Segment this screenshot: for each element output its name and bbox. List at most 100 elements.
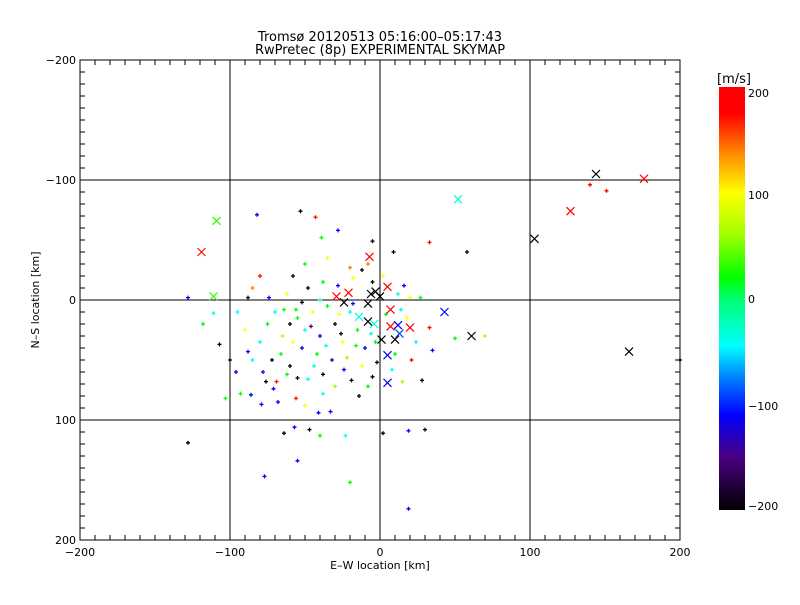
x-tick-label: −200 xyxy=(65,546,95,559)
plus-point xyxy=(339,331,343,336)
plus-point xyxy=(381,431,385,436)
plus-point xyxy=(292,425,297,430)
plus-point xyxy=(333,322,337,326)
y-tick-label: 0 xyxy=(69,294,76,307)
plus-point xyxy=(303,262,307,266)
plus-point xyxy=(321,372,325,377)
plus-point xyxy=(288,364,292,368)
plus-point xyxy=(345,355,349,360)
plus-point xyxy=(588,182,592,187)
plus-point xyxy=(288,322,292,326)
plus-point xyxy=(255,212,259,217)
plus-point xyxy=(399,307,403,312)
colorbar xyxy=(719,87,745,510)
plus-point xyxy=(303,403,307,408)
plus-point xyxy=(366,384,370,389)
cross-point xyxy=(591,169,601,179)
plus-point xyxy=(427,325,432,330)
x-tick-label: −100 xyxy=(215,546,245,559)
plus-point xyxy=(276,400,280,404)
plus-point xyxy=(246,349,250,354)
plus-point xyxy=(285,292,289,296)
colorbar-label: [m/s] xyxy=(717,72,751,87)
plus-point xyxy=(201,322,205,326)
plus-point xyxy=(309,324,313,329)
cross-point xyxy=(365,252,374,262)
plus-point xyxy=(211,311,216,316)
cross-point xyxy=(197,247,206,257)
plus-point xyxy=(391,250,396,254)
plus-point xyxy=(306,286,310,290)
plus-point xyxy=(423,427,427,432)
plus-point xyxy=(384,312,388,317)
plus-point xyxy=(273,310,277,314)
cross-point xyxy=(383,350,392,360)
plus-point xyxy=(316,410,321,415)
x-tick-label: 200 xyxy=(670,546,691,559)
plus-point xyxy=(370,374,375,379)
plus-point xyxy=(355,328,360,332)
plus-point xyxy=(315,352,319,356)
plus-point xyxy=(405,316,409,320)
plus-point xyxy=(465,250,469,254)
plus-point xyxy=(261,370,265,374)
plus-point xyxy=(294,396,298,401)
plus-point xyxy=(280,334,285,338)
plus-point xyxy=(370,280,375,284)
plus-point xyxy=(328,409,333,414)
cross-point xyxy=(405,323,415,333)
plus-point xyxy=(343,433,348,438)
plus-point xyxy=(274,379,279,384)
plus-point xyxy=(318,298,322,302)
plus-point xyxy=(186,440,190,445)
cross-point xyxy=(375,291,385,301)
colorbar-tick: −100 xyxy=(748,400,778,413)
plus-point xyxy=(259,402,264,407)
plus-point xyxy=(348,265,352,270)
plus-point xyxy=(265,322,270,326)
plus-point xyxy=(250,286,255,290)
plus-point xyxy=(396,292,400,296)
plus-point xyxy=(420,378,424,383)
plus-point xyxy=(264,379,268,384)
plus-point xyxy=(366,262,370,266)
plus-point xyxy=(234,370,238,374)
colorbar-tick: 0 xyxy=(748,293,755,306)
plus-point xyxy=(363,346,367,350)
plus-point xyxy=(312,364,316,368)
plus-point xyxy=(285,372,289,377)
x-axis-label: E–W location [km] xyxy=(330,559,430,572)
plus-point xyxy=(393,352,397,356)
plus-point xyxy=(228,358,232,362)
plus-point xyxy=(406,506,411,511)
y-axis-label: N–S location [km] xyxy=(29,251,42,348)
plus-point xyxy=(330,358,334,362)
cross-point xyxy=(339,297,349,307)
plus-point xyxy=(337,312,342,317)
plus-point xyxy=(186,295,190,300)
plus-point xyxy=(310,310,315,314)
cross-point xyxy=(386,321,395,331)
plus-point xyxy=(318,334,322,338)
plus-point xyxy=(340,340,345,344)
plus-point xyxy=(369,331,373,336)
plus-point xyxy=(325,256,330,260)
cross-point xyxy=(369,319,379,329)
cross-point xyxy=(440,307,449,317)
plus-point xyxy=(250,358,255,362)
cross-point xyxy=(393,320,403,330)
plus-point xyxy=(298,209,303,214)
cross-point xyxy=(639,174,649,184)
colorbar-tick: −200 xyxy=(748,500,778,513)
plus-point xyxy=(427,240,432,245)
plus-point xyxy=(354,343,358,348)
plus-point xyxy=(349,378,354,383)
plus-point xyxy=(375,360,379,365)
cross-point xyxy=(363,317,373,327)
plus-point xyxy=(351,301,355,306)
plus-point xyxy=(303,328,307,332)
plus-point xyxy=(238,391,243,396)
chart-subtitle: RwPretec (8p) EXPERIMENTAL SKYMAP xyxy=(255,43,505,58)
plus-point xyxy=(223,396,228,401)
